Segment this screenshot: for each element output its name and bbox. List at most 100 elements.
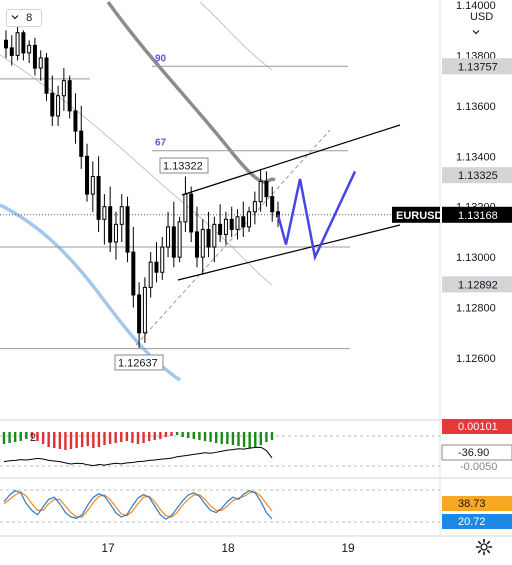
macd-histogram-bar xyxy=(125,432,129,441)
macd-histogram-bar xyxy=(25,432,28,439)
macd-histogram-bar xyxy=(120,432,123,442)
macd-histogram-bar xyxy=(131,432,134,443)
macd-tag-label: -0.0050 xyxy=(460,461,497,473)
macd-tag xyxy=(441,444,512,461)
macd-pane-label: 2 xyxy=(30,432,36,444)
candle-body xyxy=(160,246,165,273)
fib-level-label: 67 xyxy=(155,138,167,149)
macd-histogram-bar xyxy=(153,432,156,440)
candle-body xyxy=(73,110,78,132)
candle-body xyxy=(189,193,194,233)
price-tag xyxy=(442,276,512,293)
x-axis-tick-label: 18 xyxy=(221,541,235,555)
macd-histogram-bar xyxy=(2,432,6,444)
macd-histogram-bar xyxy=(231,432,235,445)
chevron-down-icon xyxy=(472,25,480,35)
currency-label: USD xyxy=(470,11,494,23)
macd-histogram-bar xyxy=(265,432,268,442)
macd-histogram-bar xyxy=(192,432,196,439)
candle-body xyxy=(177,221,182,258)
candle-body xyxy=(15,32,20,56)
macd-histogram-bar xyxy=(259,432,263,445)
macd-histogram-bar xyxy=(30,432,34,438)
macd-histogram-bar xyxy=(248,432,251,448)
candle-body xyxy=(102,206,107,220)
macd-histogram-bar xyxy=(103,432,106,445)
macd-histogram-bar xyxy=(164,432,168,437)
candle-body xyxy=(137,294,142,334)
last-price-label: 1.13168 xyxy=(458,210,498,222)
candle-body xyxy=(96,175,101,220)
y-axis-tick-label: 1.13000 xyxy=(456,252,496,264)
candle-body xyxy=(229,218,234,230)
macd-histogram-bar xyxy=(97,432,101,447)
stoch-tag-label: 38.73 xyxy=(458,498,486,510)
macd-tag xyxy=(442,419,512,434)
macd-histogram-bar xyxy=(108,432,112,444)
macd-histogram-bar xyxy=(47,432,50,447)
candle-body xyxy=(113,223,118,243)
candle-body xyxy=(4,39,8,49)
macd-histogram-bar xyxy=(36,432,39,441)
macd-tag-label: 0.00101 xyxy=(458,421,498,433)
gear-icon[interactable] xyxy=(475,538,493,556)
moving-average-thin-upper xyxy=(199,1,273,71)
macd-histogram-bar xyxy=(69,432,73,449)
candle-body xyxy=(50,92,55,117)
macd-histogram-bar xyxy=(53,432,56,448)
candle-body xyxy=(183,193,188,223)
macd-histogram-bar xyxy=(187,432,190,438)
candle-body xyxy=(270,196,275,213)
candle-body xyxy=(264,181,269,198)
candle-body xyxy=(142,286,147,334)
candle-body xyxy=(125,206,130,253)
symbol-label: EURUSD xyxy=(396,210,443,222)
candle-body xyxy=(9,47,14,56)
macd-histogram-bar xyxy=(41,432,45,444)
macd-histogram-bar xyxy=(86,432,89,446)
y-axis-tick-label: 1.12600 xyxy=(456,353,496,365)
annotation-label: 1.13322 xyxy=(163,161,203,173)
annotation-box xyxy=(114,354,164,371)
macd-histogram-bar xyxy=(19,432,22,441)
price-tag xyxy=(442,58,512,75)
y-axis-tick-label: 1.13600 xyxy=(456,101,496,113)
channel-lower-line xyxy=(177,224,401,281)
moving-average-blue xyxy=(0,203,181,382)
annotation-box xyxy=(159,157,209,174)
candle-body xyxy=(194,231,199,258)
trend-dashed-line xyxy=(135,129,331,346)
stoch-tag-label: 20.72 xyxy=(458,516,486,528)
macd-histogram-bar xyxy=(75,432,78,448)
macd-line xyxy=(3,446,273,467)
candle-body xyxy=(21,32,26,54)
fib-level-label: 90 xyxy=(155,53,167,64)
moving-average-thin xyxy=(0,54,273,286)
macd-histogram-bar xyxy=(237,432,240,446)
channel-upper-line xyxy=(181,124,401,196)
candle-body xyxy=(131,251,136,296)
macd-histogram-bar xyxy=(136,432,140,444)
layout-toggle-button[interactable]: 8 xyxy=(6,9,42,27)
candle-body xyxy=(235,216,240,230)
macd-histogram-bar xyxy=(214,432,218,443)
candle-body xyxy=(223,218,228,235)
projection-path xyxy=(276,170,357,262)
candle-body xyxy=(154,261,159,273)
candle-body xyxy=(212,223,217,248)
candle-body xyxy=(218,223,223,235)
moving-average-thick xyxy=(106,0,276,184)
candle-body xyxy=(200,228,205,258)
currency-select[interactable]: USD xyxy=(466,9,506,35)
candle-body xyxy=(247,211,252,228)
x-axis-tick-label: 19 xyxy=(341,541,355,555)
annotation-label: 1.12637 xyxy=(118,358,158,370)
macd-histogram-bar xyxy=(114,432,117,443)
candle-body xyxy=(85,155,90,195)
price-tag-label: 1.13757 xyxy=(458,61,498,73)
macd-histogram-bar xyxy=(159,432,162,439)
macd-histogram-bar xyxy=(64,432,67,450)
macd-histogram-bar xyxy=(142,432,145,443)
